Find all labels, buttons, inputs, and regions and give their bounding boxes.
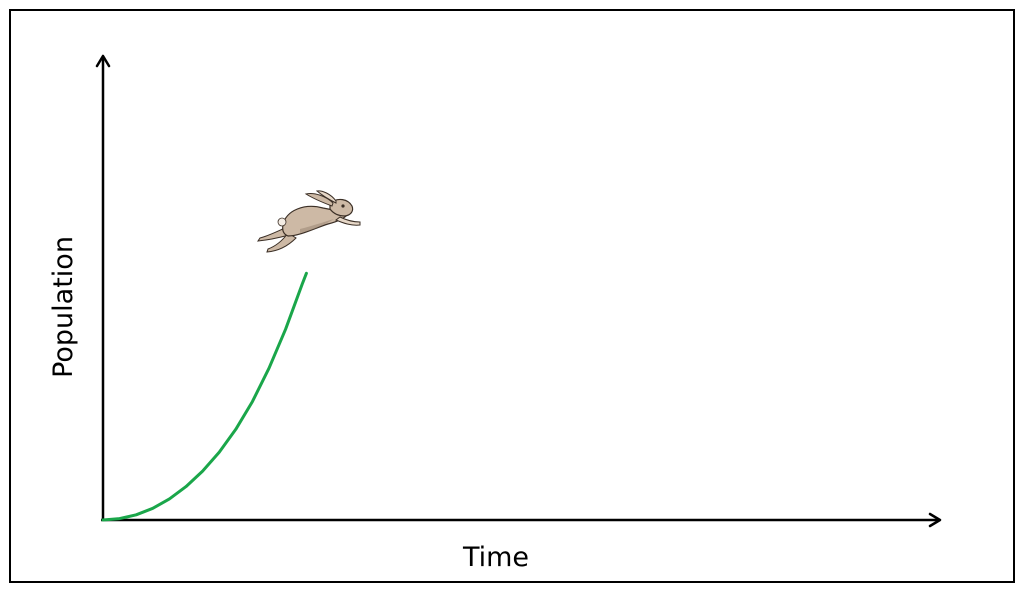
series-line-0	[101, 271, 308, 522]
chart-frame	[9, 9, 1015, 583]
y-axis-label: Population	[48, 236, 79, 378]
x-axis-label: Time	[462, 542, 529, 573]
rabbit-icon	[256, 190, 361, 253]
series-layer	[101, 271, 308, 522]
